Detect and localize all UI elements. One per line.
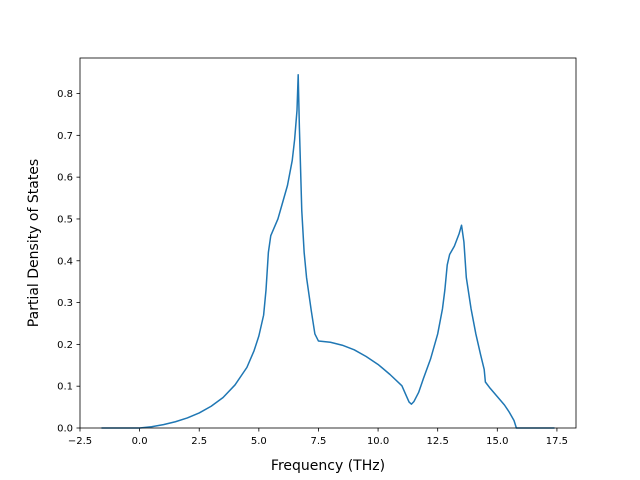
x-tick-label: 12.5 xyxy=(427,436,449,447)
y-tick-label: 0.6 xyxy=(57,173,73,184)
y-tick-label: 0.0 xyxy=(57,424,73,435)
y-tick-label: 0.1 xyxy=(57,382,73,393)
series-line xyxy=(101,73,555,429)
y-tick-label: 0.5 xyxy=(57,214,73,225)
plot-area xyxy=(80,58,576,428)
y-tick-label: 0.7 xyxy=(57,131,73,142)
x-tick-label: 5.0 xyxy=(251,436,267,447)
y-axis-ticks: 0.0 0.1 0.2 0.3 0.4 0.5 0.6 0.7 0.8 xyxy=(57,89,80,435)
y-tick-label: 0.8 xyxy=(57,89,73,100)
x-tick-label: 15.0 xyxy=(486,436,508,447)
x-tick-label: 2.5 xyxy=(191,436,207,447)
x-axis-label: Frequency (THz) xyxy=(271,458,385,474)
y-tick-label: 0.4 xyxy=(57,256,73,267)
x-axis-ticks: −2.5 0.0 2.5 5.0 7.5 10.0 12.5 15.0 17.5 xyxy=(68,428,568,447)
plot-frame xyxy=(79,57,577,429)
y-tick-label: 0.2 xyxy=(57,340,73,351)
x-tick-label: 7.5 xyxy=(311,436,327,447)
y-tick-label: 0.3 xyxy=(57,298,73,309)
x-tick-label: −2.5 xyxy=(68,436,92,447)
x-tick-label: 0.0 xyxy=(132,436,148,447)
y-axis-label: Partial Density of States xyxy=(26,159,42,327)
x-tick-label: 17.5 xyxy=(546,436,568,447)
x-tick-label: 10.0 xyxy=(367,436,389,447)
